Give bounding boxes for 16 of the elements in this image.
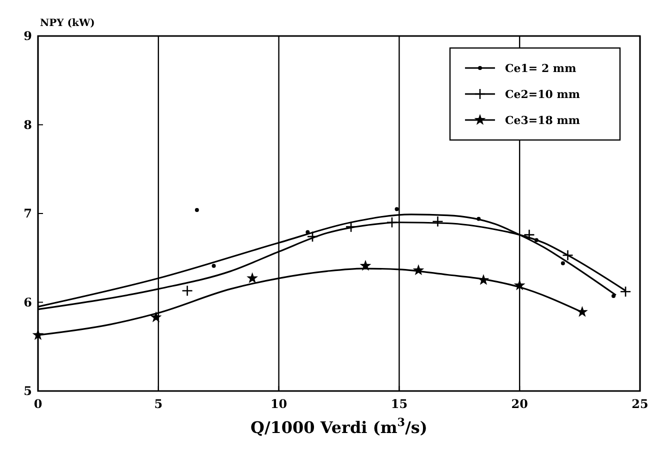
- y-tick-label: 9: [24, 29, 32, 44]
- x-axis-title: Q/1000 Verdi (m$^{3}$/s): [250, 415, 428, 437]
- legend-label: Ce2=10 mm: [505, 88, 580, 101]
- x-tick-label: 0: [34, 397, 42, 411]
- x-tick-label: 5: [154, 397, 163, 411]
- y-tick-label: 8: [24, 118, 32, 132]
- x-tick-label: 10: [270, 397, 288, 411]
- y-tick-label: 5: [24, 384, 32, 398]
- x-tick-label: 25: [632, 397, 648, 411]
- x-tick-label: 15: [390, 397, 408, 411]
- y-axis-title: NPY (kW): [40, 18, 95, 29]
- x-tick-label: 20: [511, 397, 528, 411]
- y-tick-label: 7: [24, 206, 32, 221]
- y-tick-label: 6: [24, 295, 32, 310]
- legend-label: Ce1= 2 mm: [505, 62, 577, 75]
- legend-label: Ce3=18 mm: [505, 114, 580, 127]
